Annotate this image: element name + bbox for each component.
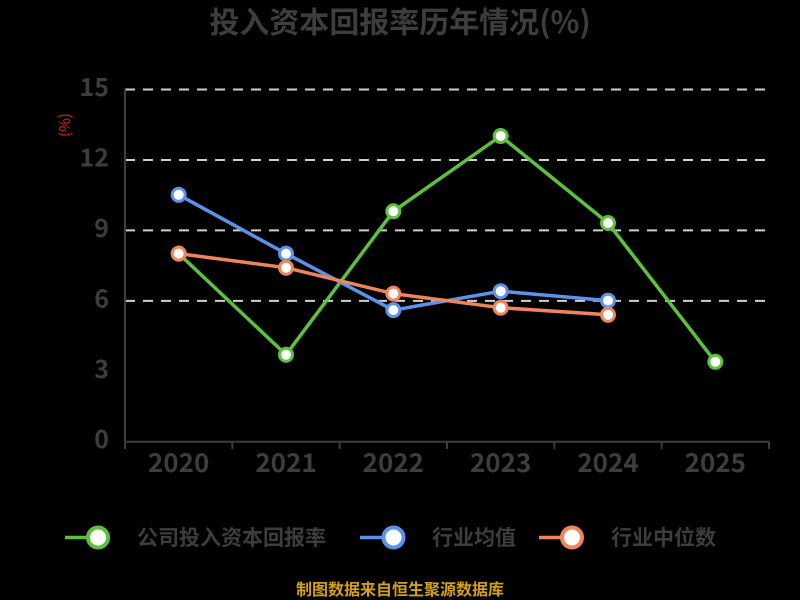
svg-text:6: 6 <box>94 279 109 315</box>
svg-text:制图数据来自恒生聚源数据库: 制图数据来自恒生聚源数据库 <box>296 576 504 600</box>
svg-text:2024: 2024 <box>577 443 638 480</box>
svg-text:0: 0 <box>94 420 109 456</box>
svg-text:15: 15 <box>79 68 109 104</box>
svg-text:公司投入资本回报率: 公司投入资本回报率 <box>137 522 326 552</box>
svg-text:3: 3 <box>94 350 109 386</box>
svg-text:2021: 2021 <box>255 443 316 480</box>
svg-text:2020: 2020 <box>148 443 209 480</box>
svg-text:2022: 2022 <box>363 443 424 480</box>
svg-text:2023: 2023 <box>470 443 531 480</box>
svg-text:9: 9 <box>94 209 109 245</box>
svg-text:2025: 2025 <box>685 443 746 480</box>
svg-text:(%): (%) <box>54 113 75 137</box>
svg-text:12: 12 <box>79 139 109 175</box>
svg-text:行业均值: 行业均值 <box>432 522 516 552</box>
svg-text:行业中位数: 行业中位数 <box>611 522 716 552</box>
